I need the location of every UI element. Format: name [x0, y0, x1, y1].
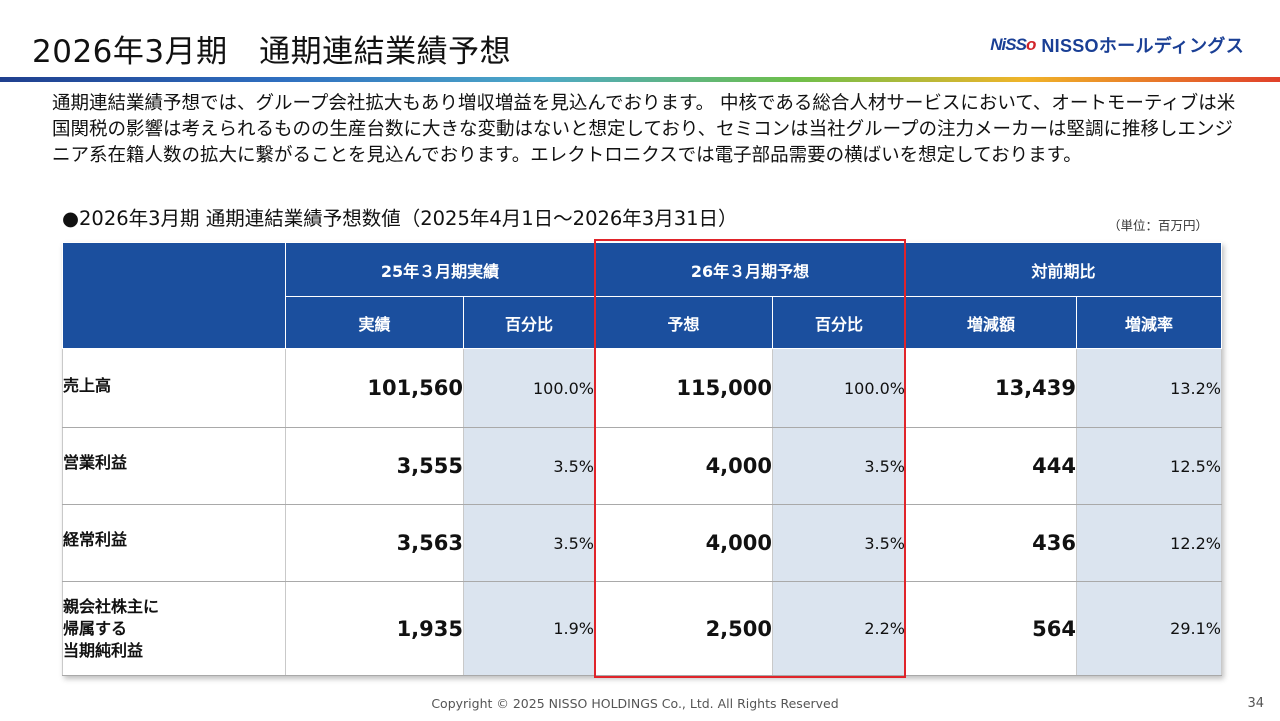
change-value: 564	[905, 581, 1077, 676]
forecast-table: 25年３月期実績 26年３月期予想 対前期比 実績 百分比 予想 百分比 増減額…	[62, 242, 1222, 676]
page-title: 2026年3月期 通期連結業績予想	[32, 34, 512, 70]
actual-pct-value: 3.5%	[463, 427, 595, 505]
table-row: 売上高 101,560 100.0% 115,000 100.0% 13,439…	[62, 348, 1222, 428]
actual-pct-value: 1.9%	[463, 581, 595, 676]
col-header-forecast-pct: 百分比	[772, 296, 906, 349]
change-value: 13,439	[905, 348, 1077, 428]
actual-value: 1,935	[285, 581, 464, 676]
actual-value: 3,555	[285, 427, 464, 505]
table-row: 営業利益 3,555 3.5% 4,000 3.5% 444 12.5%	[62, 427, 1222, 505]
group-header-fy25-actual: 25年３月期実績	[285, 242, 595, 297]
table-corner-header	[62, 242, 286, 349]
actual-value: 3,563	[285, 504, 464, 582]
row-label: 営業利益	[62, 427, 286, 505]
group-header-yoy: 対前期比	[905, 242, 1222, 297]
forecast-pct-value: 3.5%	[772, 504, 906, 582]
change-rate-value: 29.1%	[1076, 581, 1222, 676]
copyright-footer: Copyright © 2025 NISSO HOLDINGS Co., Ltd…	[431, 696, 839, 711]
table-row: 経常利益 3,563 3.5% 4,000 3.5% 436 12.2%	[62, 504, 1222, 582]
forecast-value: 2,500	[594, 581, 773, 676]
row-label: 経常利益	[62, 504, 286, 582]
col-header-actual-pct: 百分比	[463, 296, 595, 349]
intro-paragraph: 通期連結業績予想では、グループ会社拡大もあり増収増益を見込んでおります。 中核で…	[52, 93, 1236, 166]
gradient-divider	[0, 77, 1280, 82]
forecast-value: 4,000	[594, 504, 773, 582]
unit-note: （単位：百万円）	[1107, 218, 1208, 233]
col-header-forecast: 予想	[594, 296, 773, 349]
change-rate-value: 12.5%	[1076, 427, 1222, 505]
table-row: 親会社株主に 帰属する 当期純利益 1,935 1.9% 2,500 2.2% …	[62, 581, 1222, 676]
actual-pct-value: 3.5%	[463, 504, 595, 582]
change-value: 436	[905, 504, 1077, 582]
group-header-fy26-forecast: 26年３月期予想	[594, 242, 906, 297]
company-name: NISSOホールディングス	[1041, 36, 1244, 56]
row-label: 親会社株主に 帰属する 当期純利益	[62, 581, 286, 676]
nisso-logo-mark: NiSSo	[990, 35, 1036, 54]
col-header-change: 増減額	[905, 296, 1077, 349]
col-header-actual: 実績	[285, 296, 464, 349]
actual-value: 101,560	[285, 348, 464, 428]
row-label: 売上高	[62, 348, 286, 428]
forecast-pct-value: 3.5%	[772, 427, 906, 505]
forecast-pct-value: 2.2%	[772, 581, 906, 676]
change-rate-value: 13.2%	[1076, 348, 1222, 428]
section-heading: ●2026年3月期 通期連結業績予想数値（2025年4月1日～2026年3月31…	[62, 207, 738, 230]
change-value: 444	[905, 427, 1077, 505]
forecast-value: 115,000	[594, 348, 773, 428]
forecast-value: 4,000	[594, 427, 773, 505]
page-number: 34	[1247, 696, 1264, 711]
company-logo: NiSSo NISSOホールディングス	[990, 32, 1244, 58]
col-header-change-rate: 増減率	[1076, 296, 1222, 349]
actual-pct-value: 100.0%	[463, 348, 595, 428]
change-rate-value: 12.2%	[1076, 504, 1222, 582]
forecast-pct-value: 100.0%	[772, 348, 906, 428]
